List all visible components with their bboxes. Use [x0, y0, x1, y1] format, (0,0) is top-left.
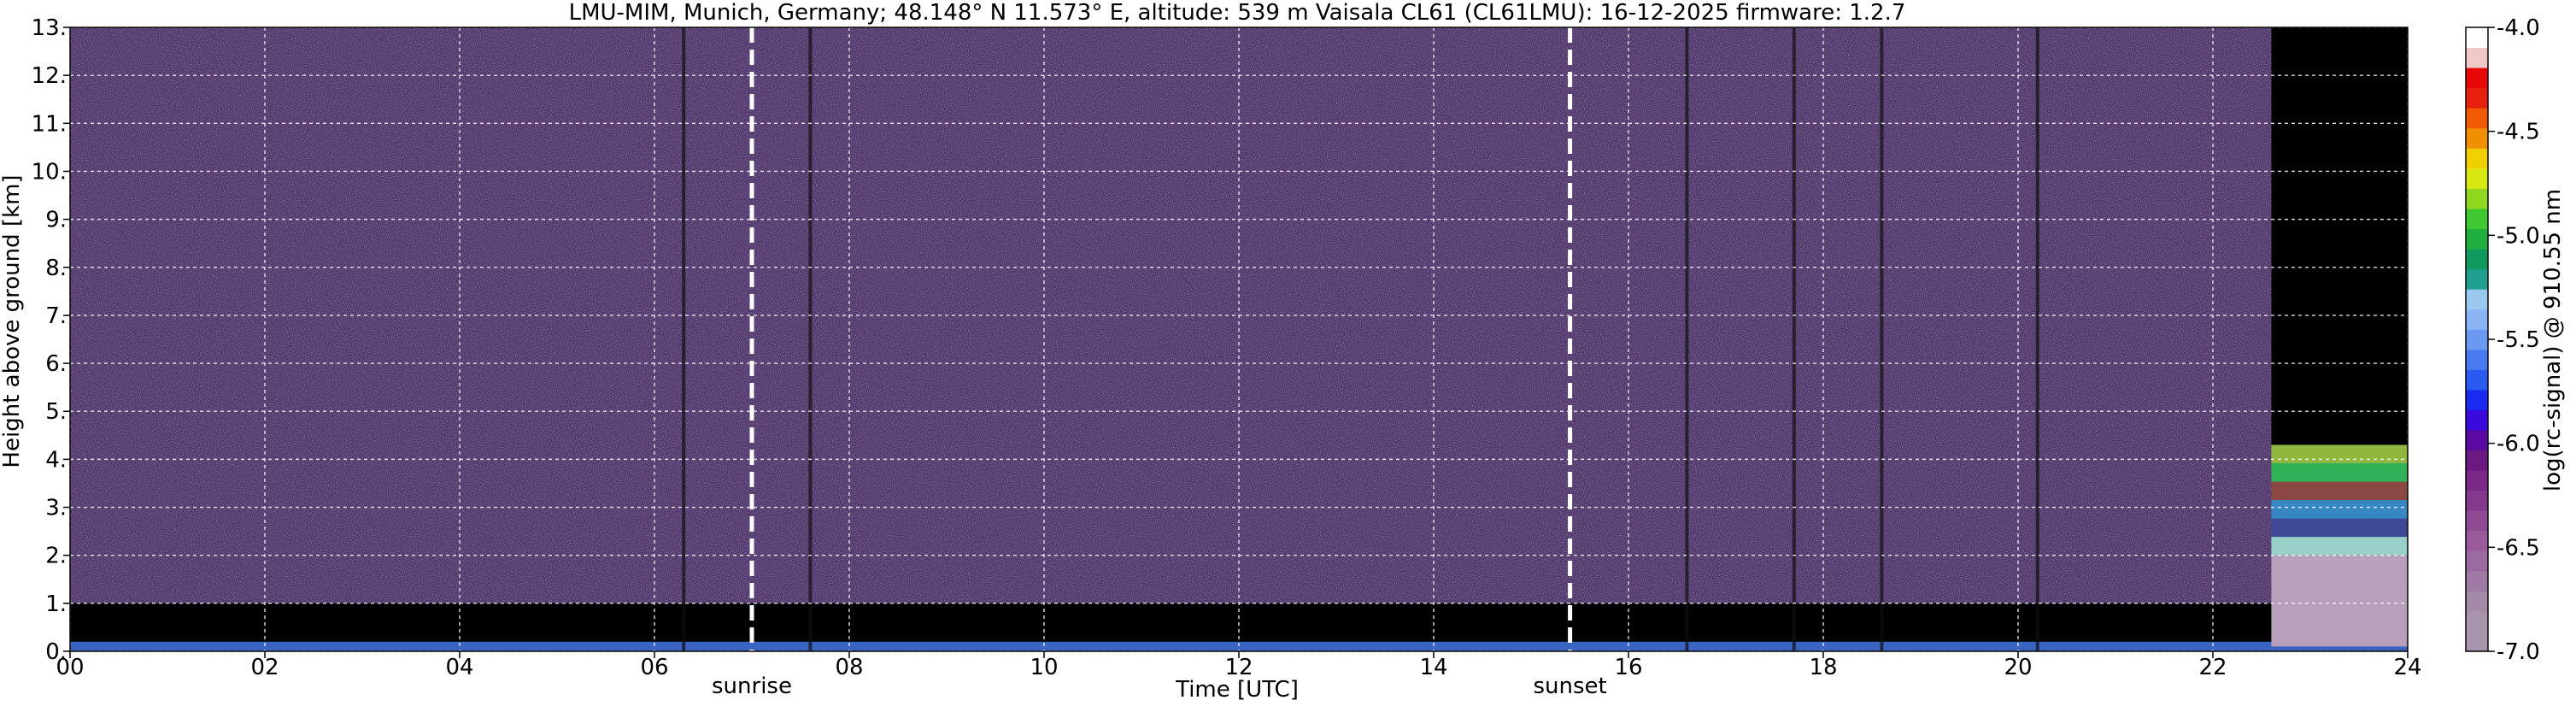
x-tick-label: 24 [2393, 655, 2421, 680]
colorbar-segment [2466, 27, 2488, 49]
y-tick-label: 12. [32, 63, 67, 89]
colorbar-segment [2466, 450, 2488, 471]
sunset-label: sunset [1533, 674, 1606, 699]
colorbar-tick-label: -5.0 [2497, 223, 2540, 249]
x-tick-label: 16 [1614, 655, 1642, 680]
colorbar-segment [2466, 570, 2488, 591]
x-tick-label: 00 [56, 655, 84, 680]
region-low-layer [2271, 555, 2408, 647]
colorbar-segment [2466, 610, 2488, 632]
x-axis-label: Time [UTC] [1175, 677, 1299, 703]
y-tick-label: 2. [45, 544, 67, 569]
region-surface-layer [70, 641, 2408, 651]
colorbar-segment [2466, 490, 2488, 511]
colorbar-tick-label: -5.5 [2497, 327, 2540, 353]
colorbar-segment [2466, 389, 2488, 410]
region-cloud-layer-band [2271, 500, 2408, 519]
region-cloud-layer-band [2271, 463, 2408, 482]
y-tick-label: 7. [45, 303, 67, 329]
colorbar-segment [2466, 530, 2488, 551]
colorbar-segment [2466, 349, 2488, 370]
colorbar-segment [2466, 329, 2488, 350]
colorbar-tick-label: -4.5 [2497, 120, 2540, 145]
y-tick-label: 10. [32, 159, 67, 185]
y-tick-label: 0. [45, 639, 67, 665]
y-tick-label: 13. [32, 15, 67, 41]
y-tick-label: 1. [45, 591, 67, 617]
colorbar-segment [2466, 127, 2488, 149]
region-cloud-layer-band [2271, 444, 2408, 464]
x-tick-label: 02 [250, 655, 279, 680]
colorbar-segment [2466, 168, 2488, 189]
x-tick-label: 22 [2198, 655, 2227, 680]
colorbar-segment [2466, 87, 2488, 109]
colorbar-segment [2466, 550, 2488, 572]
x-tick-label: 08 [835, 655, 863, 680]
colorbar-tick-label: -7.0 [2497, 639, 2540, 665]
colorbar-segment [2466, 369, 2488, 391]
colorbar-segment [2466, 249, 2488, 270]
colorbar-segment [2466, 470, 2488, 491]
colorbar-segment [2466, 429, 2488, 451]
x-tick-label: 14 [1419, 655, 1447, 680]
x-tick-label: 18 [1809, 655, 1837, 680]
colorbar-segment [2466, 148, 2488, 169]
colorbar-label: log(rc-signal) @ 910.55 nm [2540, 189, 2566, 491]
x-tick-label: 20 [2004, 655, 2032, 680]
chart-title: LMU-MIM, Munich, Germany; 48.148° N 11.5… [569, 0, 1906, 26]
y-tick-label: 6. [45, 351, 67, 377]
y-tick-label: 9. [45, 208, 67, 233]
y-tick-label: 8. [45, 256, 67, 281]
colorbar-tick-label: -6.0 [2497, 432, 2540, 457]
colorbar-segment [2466, 409, 2488, 431]
region-low-level-black-band [70, 603, 2272, 642]
x-tick-label: 12 [1224, 655, 1253, 680]
y-tick-label: 3. [45, 496, 67, 521]
colorbar-segment [2466, 631, 2488, 652]
region-cloud-layer-band [2271, 537, 2408, 556]
x-tick-label: 04 [445, 655, 473, 680]
colorbar-segment [2466, 591, 2488, 612]
colorbar-segment [2466, 108, 2488, 129]
colorbar-segment [2466, 268, 2488, 290]
colorbar-segment [2466, 510, 2488, 532]
y-tick-label: 5. [45, 399, 67, 425]
colorbar-segment [2466, 188, 2488, 209]
region-cloud-layer-band [2271, 518, 2408, 538]
colorbar-segment [2466, 68, 2488, 89]
y-tick-label: 11. [32, 111, 67, 137]
y-axis-label: Height above ground [km] [0, 174, 25, 468]
colorbar-segment [2466, 228, 2488, 250]
colorbar-segment [2466, 208, 2488, 229]
x-tick-label: 06 [640, 655, 668, 680]
colorbar-tick-label: -4.0 [2497, 15, 2540, 41]
colorbar: -4.0 -4.5 -5.0 -5.5 -6.0 -6.5 -7.0 [2465, 15, 2540, 665]
colorbar-tick-label: -6.5 [2497, 535, 2540, 561]
sunrise-label: sunrise [712, 674, 792, 699]
region-cloud-layer-band [2271, 481, 2408, 501]
plot-area [70, 27, 2408, 651]
colorbar-segment [2466, 309, 2488, 330]
y-tick-label: 4. [45, 447, 67, 473]
colorbar-segment [2466, 47, 2488, 68]
colorbar-segment [2466, 289, 2488, 310]
x-tick-label: 10 [1030, 655, 1058, 680]
